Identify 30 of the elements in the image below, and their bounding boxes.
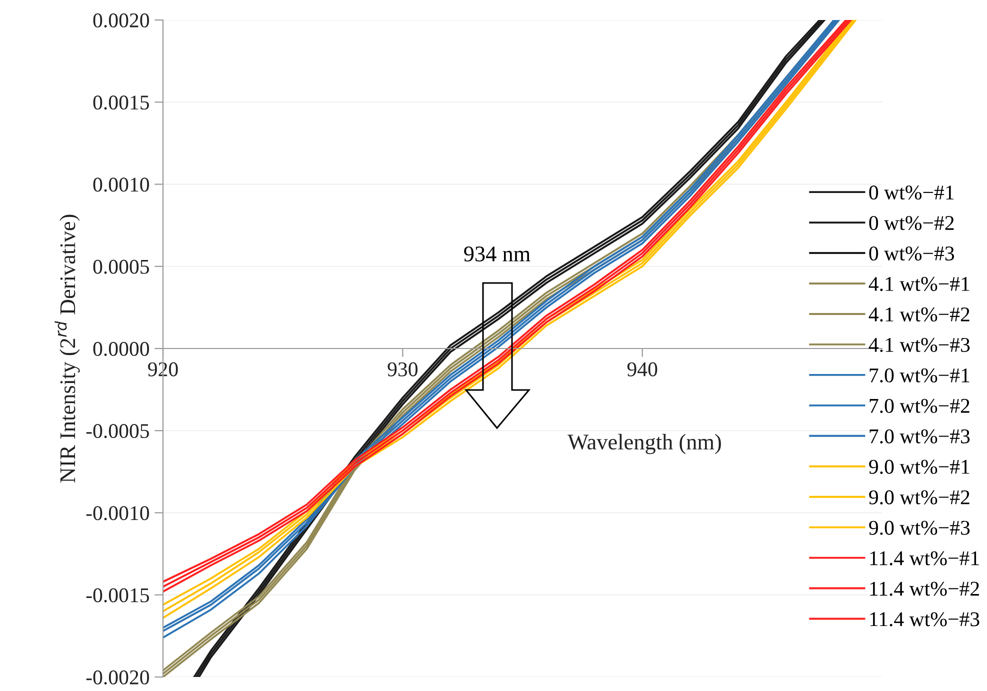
x-tick-label: 930 [388,362,418,376]
legend-label: 7.0 wt%−#1 [870,368,970,383]
legend-label: 0 wt%−#1 [869,186,954,200]
y-tick-label: 0.0005 [93,260,149,274]
y-tick-label: 0.0000 [93,342,150,356]
legend-label: 9.0 wt%−#1 [869,460,970,474]
x-axis-title: Wavelength (nm) [568,434,721,454]
y-axis-title: NIR Intensity (2$^{rd}$ Derivative) [54,214,80,483]
legend-label: 7.0 wt%−#2 [870,398,970,413]
legend-label: 0 wt%−#2 [869,216,954,230]
legend-label: 4.1 wt%−#2 [868,307,970,322]
y-tick-label: 0.0020 [93,13,150,28]
y-tick-label: 0.0010 [93,178,150,192]
legend-label: 9.0 wt%−#3 [869,520,970,535]
legend-label: 11.4 wt%−#1 [870,551,979,566]
legend-label: 9.0 wt%−#2 [869,490,970,504]
y-tick-label: -0.0020 [86,670,150,685]
y-tick-label: -0.0015 [86,588,149,602]
legend-label: 11.4 wt%−#3 [870,612,980,626]
legend-label: 4.1 wt%−#3 [868,338,970,352]
legend-label: 4.1 wt%−#1 [868,276,970,292]
x-tick-label: 940 [627,362,658,376]
legend-label: 7.0 wt%−#3 [870,429,970,444]
annotation: 934 nm [464,246,530,262]
x-tick-label: 920 [148,362,178,376]
legend-label: 0 wt%−#3 [869,246,954,261]
y-tick-label: -0.0005 [86,424,149,438]
legend-label: 11.4 wt%−#2 [870,582,979,596]
y-tick-label: 0.0015 [93,96,149,110]
y-tick-label: -0.0010 [86,506,150,520]
